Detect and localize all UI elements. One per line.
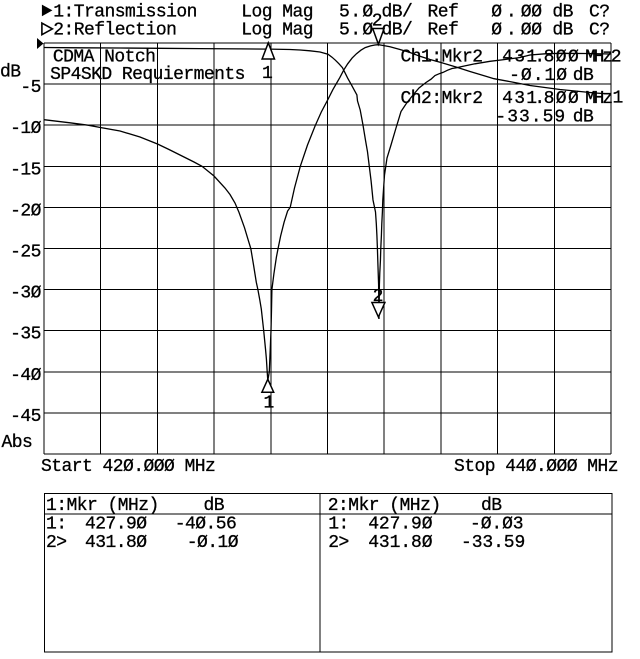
- svg-text:2: 2: [611, 47, 621, 67]
- svg-text:-5: -5: [20, 78, 41, 98]
- svg-text:dB: dB: [573, 108, 594, 128]
- svg-text:2:Mkr (MHz): 2:Mkr (MHz): [328, 496, 441, 516]
- svg-text:dB: dB: [0, 62, 21, 82]
- svg-text:-33.59: -33.59: [495, 108, 564, 128]
- svg-text:-1Ø: -1Ø: [10, 119, 42, 139]
- svg-text:427.9Ø: 427.9Ø: [85, 515, 147, 535]
- svg-text:dB: dB: [481, 496, 502, 516]
- svg-text:-Ø.Ø3: -Ø.Ø3: [470, 515, 524, 535]
- svg-text:431.8ØØ: 431.8ØØ: [502, 89, 579, 109]
- svg-text:Stop 44Ø.ØØØ MHz: Stop 44Ø.ØØØ MHz: [454, 457, 618, 477]
- svg-text:431.8Ø: 431.8Ø: [85, 533, 147, 553]
- svg-text:1: 1: [264, 394, 274, 414]
- svg-text:Ø.ØØ: Ø.ØØ: [491, 21, 542, 41]
- svg-text:Ch1:Mkr2: Ch1:Mkr2: [401, 48, 483, 68]
- svg-text:1: 1: [613, 89, 623, 109]
- svg-text:Start 42Ø.ØØØ MHz: Start 42Ø.ØØØ MHz: [41, 457, 215, 477]
- svg-text:Ø.ØØ: Ø.ØØ: [491, 3, 542, 23]
- svg-text:dB: dB: [552, 21, 573, 41]
- svg-text:Log Mag: Log Mag: [241, 21, 313, 41]
- svg-text:1:: 1:: [328, 515, 349, 535]
- svg-text:2>: 2>: [328, 533, 349, 553]
- svg-text:-33.59: -33.59: [461, 533, 525, 553]
- svg-text:5.Ø: 5.Ø: [339, 21, 373, 41]
- svg-text:CDMA Notch: CDMA Notch: [53, 48, 156, 68]
- svg-text:5.Ø: 5.Ø: [339, 3, 373, 23]
- svg-text:dB: dB: [573, 66, 594, 86]
- svg-text:Log Mag: Log Mag: [241, 3, 313, 23]
- svg-text:dB/: dB/: [382, 21, 413, 41]
- svg-text:427.9Ø: 427.9Ø: [368, 515, 433, 535]
- svg-text:dB/: dB/: [382, 3, 413, 23]
- svg-text:-15: -15: [10, 160, 41, 180]
- svg-text:-35: -35: [10, 325, 41, 345]
- svg-text:MHz: MHz: [585, 48, 612, 68]
- svg-text:dB: dB: [552, 3, 573, 23]
- svg-text:Abs: Abs: [2, 433, 33, 453]
- svg-text:-4Ø: -4Ø: [10, 366, 42, 386]
- svg-text:1:Transmission: 1:Transmission: [53, 3, 197, 23]
- svg-text:C?: C?: [589, 21, 610, 41]
- svg-text:2:Reflection: 2:Reflection: [53, 21, 176, 41]
- svg-text:SP4SKD Requierments: SP4SKD Requierments: [50, 65, 245, 85]
- svg-text:dB: dB: [204, 496, 225, 516]
- svg-text:-Ø.1Ø: -Ø.1Ø: [187, 533, 239, 553]
- svg-text:431.8Ø: 431.8Ø: [368, 533, 433, 553]
- svg-text:2>: 2>: [46, 533, 67, 553]
- svg-text:-2Ø: -2Ø: [10, 201, 42, 221]
- svg-text:Ch2:Mkr2: Ch2:Mkr2: [401, 89, 483, 109]
- svg-text:Ref: Ref: [428, 3, 459, 23]
- svg-text:-Ø.1Ø: -Ø.1Ø: [509, 66, 567, 86]
- svg-text:1: 1: [262, 64, 272, 84]
- svg-text:-4Ø.56: -4Ø.56: [175, 515, 237, 535]
- svg-text:-3Ø: -3Ø: [10, 284, 42, 304]
- svg-text:1:Mkr (MHz): 1:Mkr (MHz): [46, 496, 159, 516]
- svg-text:2: 2: [372, 12, 382, 32]
- svg-text:1:: 1:: [46, 515, 67, 535]
- svg-text:431.8ØØ: 431.8ØØ: [502, 48, 579, 68]
- svg-text:-45: -45: [10, 407, 41, 427]
- svg-text:MHz: MHz: [585, 89, 612, 109]
- svg-text:Ref: Ref: [428, 21, 459, 41]
- svg-text:C?: C?: [589, 3, 610, 23]
- svg-text:-25: -25: [10, 243, 41, 263]
- svg-text:2: 2: [373, 287, 383, 307]
